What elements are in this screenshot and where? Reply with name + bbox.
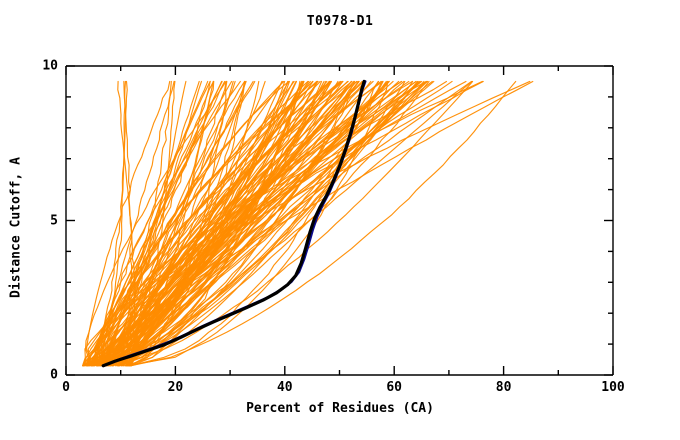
x-tick-label: 40	[276, 380, 293, 395]
curve	[90, 80, 356, 367]
curve	[115, 80, 379, 367]
curve	[82, 80, 128, 367]
y-tick-label: 5	[50, 213, 58, 228]
x-tick-label: 80	[495, 380, 512, 395]
curve	[121, 80, 295, 367]
curve	[98, 80, 332, 367]
curve	[101, 79, 366, 368]
y-tick-label: 0	[50, 367, 58, 383]
chart-title: T0978-D1	[306, 14, 374, 29]
x-tick-label: 20	[167, 380, 184, 395]
curve	[105, 80, 236, 367]
curve	[130, 80, 380, 367]
x-tick-label: 0	[62, 380, 70, 395]
curve	[94, 80, 339, 367]
curve	[117, 80, 430, 367]
curve	[84, 80, 303, 367]
curve	[106, 80, 353, 367]
curve	[99, 80, 319, 367]
y-axis-title: Distance Cutoff, A	[8, 157, 24, 298]
curve	[130, 80, 517, 367]
curve	[105, 80, 402, 367]
y-tick-label: 10	[42, 58, 58, 74]
curves-canvas	[81, 79, 534, 368]
curve	[109, 80, 303, 367]
curve	[112, 80, 330, 367]
curve	[101, 80, 421, 367]
curve	[100, 80, 226, 367]
curve	[86, 80, 427, 367]
curve	[85, 80, 211, 367]
curve	[119, 80, 318, 367]
x-tick-label: 100	[601, 380, 625, 395]
curve	[120, 80, 209, 367]
curve	[85, 80, 171, 367]
curve	[81, 80, 484, 367]
x-tick-label: 60	[386, 380, 403, 395]
curve	[87, 80, 172, 367]
curve	[98, 80, 285, 367]
curve	[105, 80, 352, 367]
x-axis-title: Percent of Residues (CA)	[246, 401, 434, 416]
curve	[97, 80, 423, 367]
curve	[89, 80, 435, 367]
curve	[108, 80, 223, 367]
curve	[96, 80, 534, 367]
plot-area	[66, 66, 613, 375]
